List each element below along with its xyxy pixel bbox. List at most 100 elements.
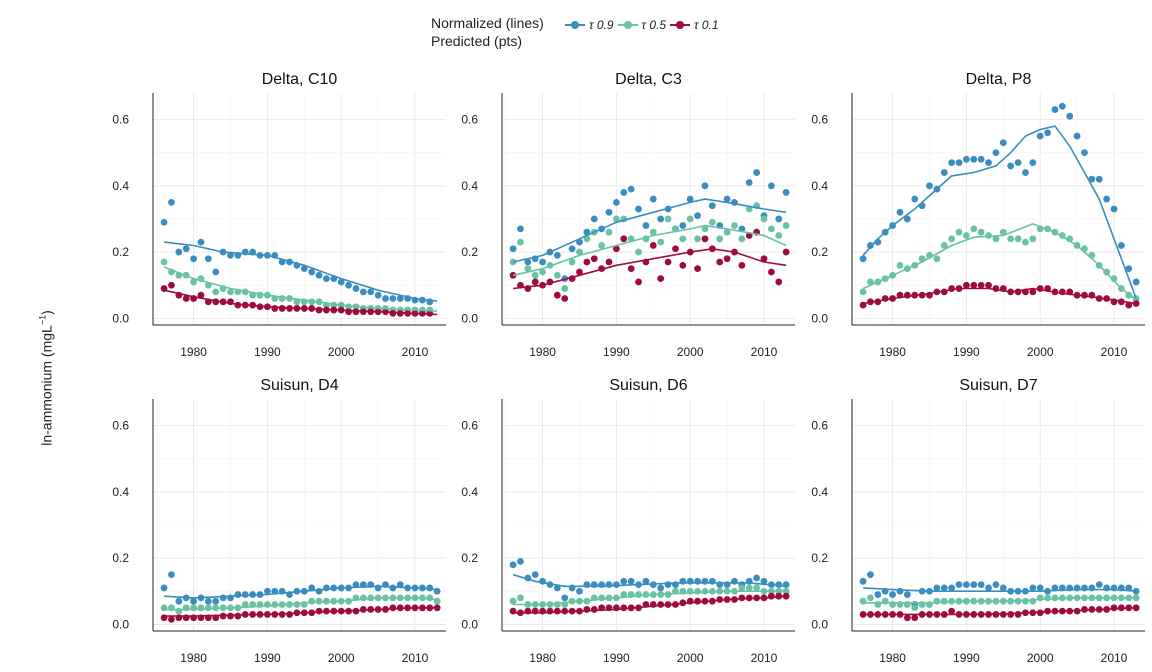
data-point bbox=[531, 271, 539, 279]
data-point bbox=[1073, 132, 1081, 140]
data-point bbox=[612, 215, 620, 223]
legend-item-tau-05: τ 0.5 bbox=[617, 18, 667, 32]
y-tick-label: 0.0 bbox=[112, 617, 129, 631]
data-point bbox=[576, 248, 583, 256]
data-point bbox=[293, 601, 301, 608]
x-tick-label: 1990 bbox=[603, 651, 630, 665]
data-point bbox=[337, 278, 345, 286]
data-point bbox=[627, 577, 635, 585]
data-point bbox=[1022, 597, 1029, 605]
data-point bbox=[859, 255, 867, 263]
data-point bbox=[679, 235, 687, 243]
data-point bbox=[389, 295, 397, 302]
data-point bbox=[227, 612, 234, 620]
data-point bbox=[1103, 195, 1111, 203]
data-point bbox=[531, 571, 539, 579]
data-point bbox=[775, 581, 783, 588]
data-point bbox=[889, 591, 896, 598]
data-point bbox=[911, 604, 919, 612]
data-point bbox=[197, 291, 205, 299]
data-point bbox=[970, 155, 978, 163]
data-point bbox=[1029, 159, 1037, 167]
data-point bbox=[642, 222, 650, 229]
data-point bbox=[657, 275, 665, 282]
data-point bbox=[509, 561, 517, 569]
data-point bbox=[649, 242, 657, 249]
data-point bbox=[308, 268, 316, 276]
data-point bbox=[168, 571, 175, 579]
trend-line bbox=[513, 595, 787, 614]
data-point bbox=[933, 597, 941, 605]
data-point bbox=[948, 607, 956, 615]
data-point bbox=[999, 584, 1007, 592]
legend-key-dot bbox=[623, 21, 632, 29]
data-point bbox=[568, 245, 576, 253]
y-tick-label: 0.0 bbox=[112, 311, 129, 325]
data-point bbox=[903, 591, 911, 598]
data-point bbox=[175, 248, 183, 256]
data-point bbox=[612, 198, 620, 206]
x-tick-label: 2000 bbox=[1027, 345, 1054, 359]
data-point bbox=[323, 584, 330, 592]
data-point bbox=[1029, 584, 1037, 592]
data-point bbox=[679, 222, 687, 229]
data-point bbox=[426, 584, 434, 592]
trend-line bbox=[163, 266, 438, 312]
data-point bbox=[635, 248, 642, 256]
data-point bbox=[1029, 597, 1037, 605]
data-point bbox=[738, 584, 746, 592]
data-point bbox=[160, 584, 168, 592]
data-point bbox=[635, 205, 642, 213]
data-point bbox=[197, 238, 205, 246]
data-point bbox=[649, 195, 657, 203]
data-point bbox=[767, 225, 775, 233]
data-point bbox=[598, 242, 606, 249]
legend-title-line2: Predicted (pts) bbox=[431, 33, 523, 49]
data-point bbox=[227, 252, 234, 259]
y-tick-label: 0.4 bbox=[811, 179, 828, 193]
data-point bbox=[517, 225, 524, 233]
data-point bbox=[182, 295, 190, 302]
data-point bbox=[701, 225, 709, 233]
data-point bbox=[657, 584, 665, 592]
data-point bbox=[1066, 112, 1074, 120]
x-tick-label: 1990 bbox=[254, 651, 281, 665]
data-point bbox=[933, 255, 941, 263]
data-point bbox=[962, 581, 970, 588]
data-point bbox=[1036, 132, 1044, 140]
data-point bbox=[657, 238, 665, 246]
data-point bbox=[1132, 295, 1140, 302]
data-point bbox=[970, 581, 978, 588]
data-point bbox=[767, 592, 775, 600]
data-point bbox=[1014, 611, 1022, 618]
data-point bbox=[701, 182, 709, 190]
data-point bbox=[962, 232, 970, 239]
data-point bbox=[753, 584, 761, 592]
data-point bbox=[635, 591, 642, 598]
data-point bbox=[212, 268, 220, 276]
data-point bbox=[896, 208, 904, 216]
data-point bbox=[263, 587, 271, 595]
data-point bbox=[694, 587, 701, 595]
data-point bbox=[1044, 594, 1051, 602]
data-point bbox=[977, 581, 985, 588]
data-point bbox=[859, 577, 867, 585]
data-point bbox=[389, 310, 397, 317]
data-point bbox=[1132, 604, 1140, 612]
x-tick-label: 2010 bbox=[402, 651, 429, 665]
data-point bbox=[686, 215, 694, 223]
legend-label: τ 0.5 bbox=[641, 18, 667, 32]
data-point bbox=[1095, 581, 1103, 588]
data-point bbox=[760, 215, 768, 223]
y-tick-label: 0.6 bbox=[112, 113, 129, 127]
legend-key-dot bbox=[571, 21, 579, 29]
data-point bbox=[590, 606, 598, 613]
data-point bbox=[190, 255, 197, 263]
trend-line bbox=[862, 125, 1137, 299]
data-point bbox=[672, 245, 679, 253]
data-point bbox=[212, 288, 220, 296]
data-point bbox=[553, 252, 561, 259]
data-point bbox=[315, 607, 323, 615]
x-tick-label: 2000 bbox=[677, 345, 704, 359]
data-point bbox=[517, 238, 524, 246]
